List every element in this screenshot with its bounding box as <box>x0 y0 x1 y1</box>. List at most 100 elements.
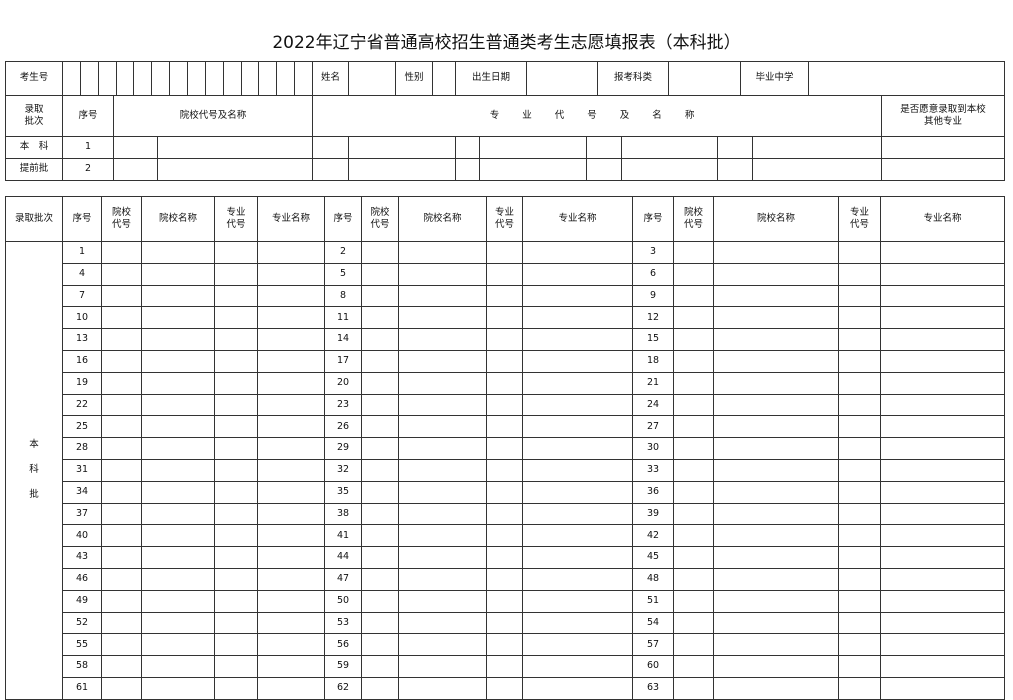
exam-no-digit-box[interactable] <box>133 61 152 96</box>
college-name-field[interactable] <box>713 328 839 351</box>
major-name-field[interactable] <box>522 328 633 351</box>
major-name-field[interactable] <box>522 611 633 635</box>
name-field[interactable] <box>348 61 396 96</box>
college-name-field[interactable] <box>713 676 839 700</box>
college-name-field[interactable] <box>398 349 487 373</box>
college-name-field[interactable] <box>713 633 839 657</box>
major-code-field[interactable] <box>214 349 258 373</box>
college-code-field[interactable] <box>101 328 142 351</box>
exam-no-digit-box[interactable] <box>223 61 242 96</box>
college-name-field[interactable] <box>713 371 839 395</box>
major-name-field[interactable] <box>752 136 883 159</box>
major-name-field[interactable] <box>522 241 633 264</box>
college-code-field[interactable] <box>101 415 142 439</box>
major-name-field[interactable] <box>880 458 1005 482</box>
major-code-field[interactable] <box>486 284 523 308</box>
college-code-field[interactable] <box>113 136 158 159</box>
college-name-field[interactable] <box>713 589 839 613</box>
major-code-field[interactable] <box>214 676 258 700</box>
college-code-field[interactable] <box>673 306 714 330</box>
college-code-field[interactable] <box>101 349 142 373</box>
major-name-field[interactable] <box>880 611 1005 635</box>
college-code-field[interactable] <box>101 676 142 700</box>
major-code-field[interactable] <box>312 136 349 159</box>
college-code-field[interactable] <box>101 546 142 569</box>
major-code-field[interactable] <box>586 158 623 181</box>
college-code-field[interactable] <box>101 284 142 308</box>
major-code-field[interactable] <box>838 458 881 482</box>
major-code-field[interactable] <box>486 458 523 482</box>
major-name-field[interactable] <box>257 589 325 613</box>
major-code-field[interactable] <box>214 480 258 504</box>
college-name-field[interactable] <box>141 284 215 308</box>
major-code-field[interactable] <box>312 158 349 181</box>
college-name-field[interactable] <box>713 567 839 591</box>
college-code-field[interactable] <box>101 633 142 657</box>
college-code-field[interactable] <box>673 371 714 395</box>
college-code-field[interactable] <box>113 158 158 181</box>
college-code-field[interactable] <box>101 589 142 613</box>
college-name-field[interactable] <box>398 393 487 417</box>
college-name-field[interactable] <box>398 524 487 548</box>
college-code-field[interactable] <box>361 611 399 635</box>
college-name-field[interactable] <box>713 306 839 330</box>
major-name-field[interactable] <box>522 524 633 548</box>
major-name-field[interactable] <box>880 589 1005 613</box>
exam-no-digit-box[interactable] <box>258 61 277 96</box>
college-code-field[interactable] <box>673 480 714 504</box>
major-code-field[interactable] <box>214 611 258 635</box>
school-field[interactable] <box>808 61 1006 96</box>
college-name-field[interactable] <box>141 480 215 504</box>
major-code-field[interactable] <box>214 524 258 548</box>
college-code-field[interactable] <box>361 371 399 395</box>
major-name-field[interactable] <box>880 328 1005 351</box>
major-code-field[interactable] <box>838 480 881 504</box>
college-code-field[interactable] <box>361 546 399 569</box>
major-name-field[interactable] <box>257 480 325 504</box>
major-code-field[interactable] <box>214 546 258 569</box>
college-code-field[interactable] <box>673 328 714 351</box>
college-name-field[interactable] <box>141 676 215 700</box>
major-name-field[interactable] <box>522 393 633 417</box>
college-code-field[interactable] <box>101 567 142 591</box>
college-code-field[interactable] <box>101 393 142 417</box>
college-name-field[interactable] <box>398 284 487 308</box>
college-name-field[interactable] <box>141 524 215 548</box>
major-name-field[interactable] <box>257 546 325 569</box>
major-code-field[interactable] <box>838 393 881 417</box>
major-code-field[interactable] <box>214 415 258 439</box>
college-name-field[interactable] <box>141 371 215 395</box>
college-code-field[interactable] <box>673 241 714 264</box>
major-code-field[interactable] <box>214 393 258 417</box>
major-name-field[interactable] <box>257 349 325 373</box>
major-name-field[interactable] <box>880 502 1005 526</box>
college-name-field[interactable] <box>713 437 839 460</box>
college-code-field[interactable] <box>673 611 714 635</box>
college-code-field[interactable] <box>673 676 714 700</box>
major-name-field[interactable] <box>880 306 1005 330</box>
college-name-field[interactable] <box>141 589 215 613</box>
major-code-field[interactable] <box>486 611 523 635</box>
exam-no-digit-box[interactable] <box>62 61 81 96</box>
major-code-field[interactable] <box>486 349 523 373</box>
birth-date-field[interactable] <box>526 61 599 96</box>
college-name-field[interactable] <box>398 676 487 700</box>
major-name-field[interactable] <box>880 241 1005 264</box>
college-name-field[interactable] <box>398 567 487 591</box>
major-code-field[interactable] <box>486 567 523 591</box>
major-name-field[interactable] <box>257 611 325 635</box>
major-name-field[interactable] <box>522 284 633 308</box>
major-code-field[interactable] <box>838 284 881 308</box>
major-code-field[interactable] <box>486 241 523 264</box>
college-name-field[interactable] <box>398 502 487 526</box>
major-name-field[interactable] <box>522 415 633 439</box>
exam-no-digit-box[interactable] <box>276 61 295 96</box>
college-name-field[interactable] <box>713 524 839 548</box>
major-name-field[interactable] <box>880 676 1005 700</box>
college-code-field[interactable] <box>673 502 714 526</box>
major-name-field[interactable] <box>621 158 719 181</box>
college-code-field[interactable] <box>361 524 399 548</box>
major-name-field[interactable] <box>522 458 633 482</box>
college-name-field[interactable] <box>713 655 839 678</box>
major-name-field[interactable] <box>257 241 325 264</box>
